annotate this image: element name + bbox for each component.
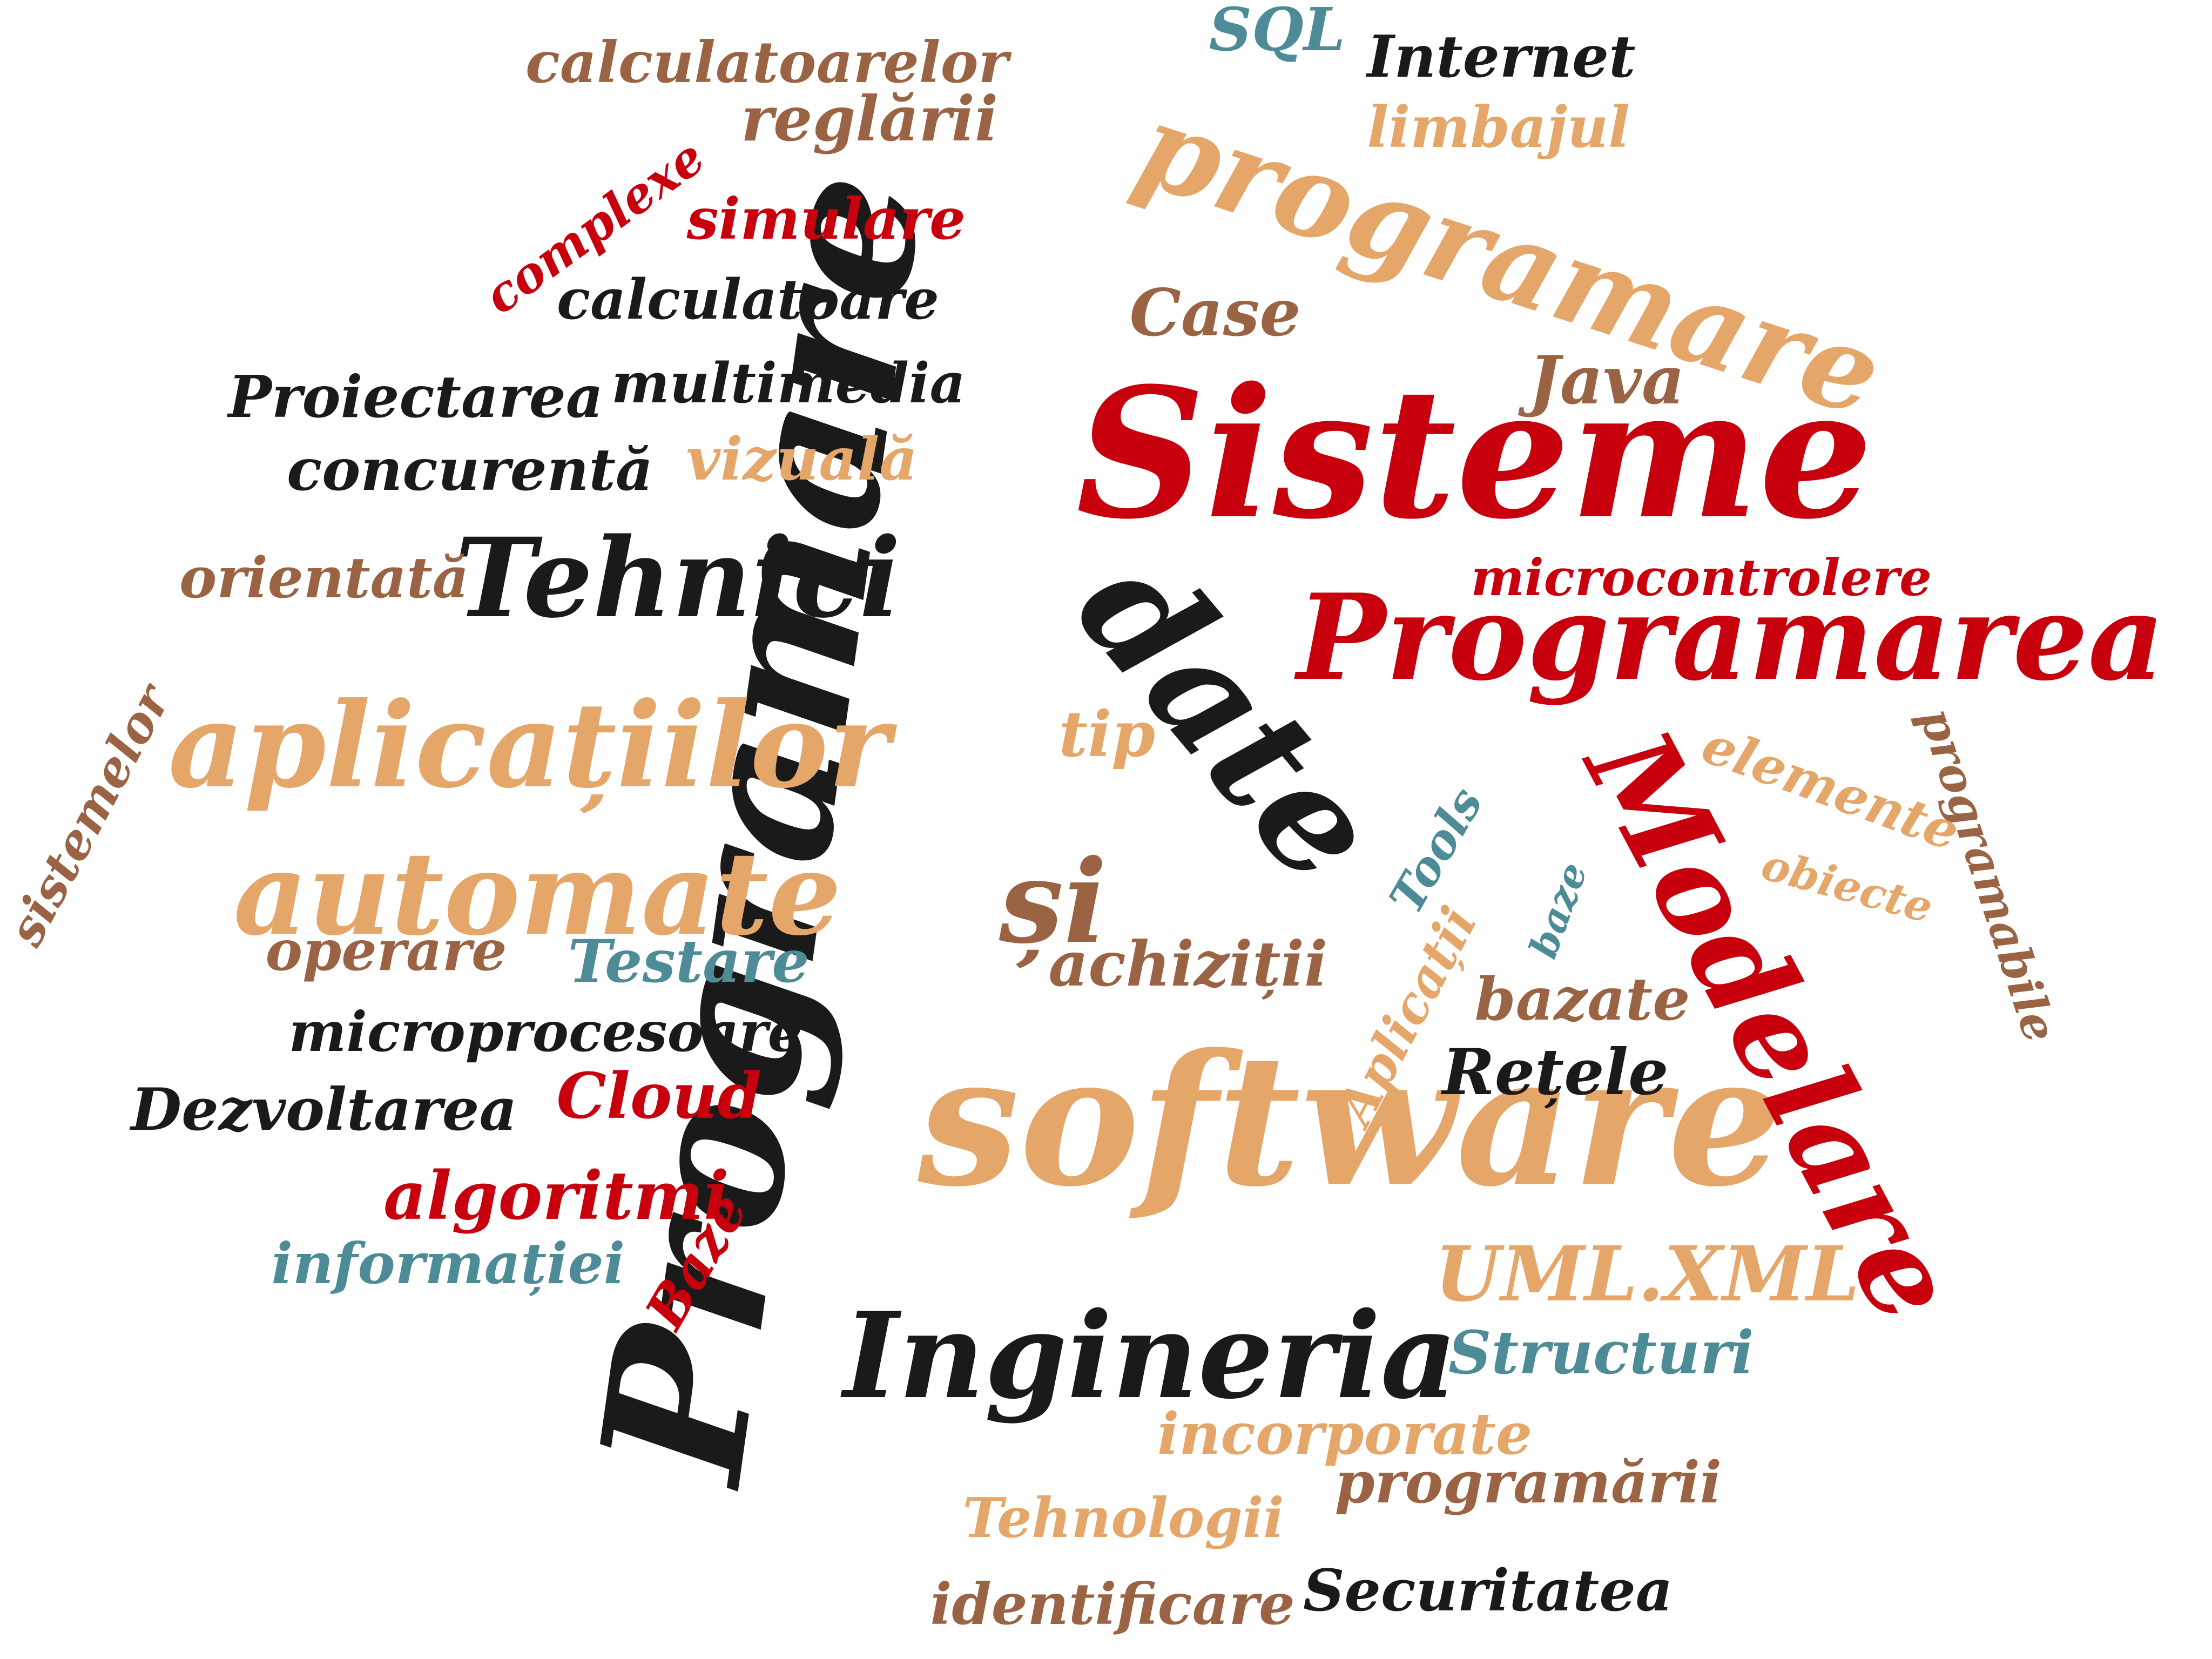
word-operare: operare — [265, 918, 507, 983]
word-concurenta: concurentă — [287, 436, 653, 504]
word-automate: automate — [233, 826, 841, 961]
word-proiectarea: Proiectarea — [228, 363, 604, 431]
word-multimedia: multimedia — [611, 351, 966, 416]
word-vizuala: vizuală — [686, 424, 918, 494]
word-testare: Testare — [568, 926, 810, 996]
word-achizitii: achiziții — [1048, 928, 1328, 1000]
word-tip: tip — [1058, 698, 1156, 771]
word-aplicatiilor: aplicațiilor — [168, 676, 891, 814]
word-uml-xml: UML.XML — [1435, 1230, 1860, 1319]
word-securitatea: Securitatea — [1303, 1556, 1673, 1624]
word-case: Case — [1129, 275, 1301, 351]
word-incorporate: incorporate — [1157, 1400, 1533, 1467]
word-software: software — [918, 1014, 1783, 1226]
word-microcontrolere: microcontrolere — [1471, 548, 1932, 608]
word-orientata: orientată — [179, 544, 469, 611]
word-ingineria: Ingineria — [843, 1285, 1458, 1425]
word-tehnologii: Tehnologii — [962, 1485, 1284, 1550]
word-sistemelor: sistemelor — [0, 676, 181, 955]
word-calculatoarelor: calculatoarelor — [525, 28, 1008, 96]
word-informatiei: informației — [271, 1230, 625, 1297]
word-retele: Rețele — [1442, 1034, 1669, 1109]
word-calculatoare: calculatoare — [557, 267, 939, 332]
word-si: și — [999, 834, 1107, 969]
word-simulare: simulare — [686, 185, 966, 252]
word-programarii: programării — [1334, 1448, 1722, 1516]
word-programarea: Programarea — [1297, 567, 2165, 707]
word-structuri: Structuri — [1448, 1318, 1754, 1387]
word-algoritmi: algoritmi — [383, 1157, 729, 1235]
word-microprocesoare: microprocesoare — [288, 999, 802, 1064]
word-cloud: Cloud — [556, 1060, 761, 1133]
word-limbajul: limbajul — [1367, 93, 1630, 160]
word-sisteme: Sisteme — [1076, 348, 1873, 559]
word-reglarii: reglării — [741, 83, 999, 155]
word-baze-lower: baze — [1520, 856, 1596, 964]
word-identificare: identificare — [930, 1570, 1295, 1637]
word-bazate: bazate — [1474, 964, 1690, 1034]
word-dezvoltarea: Dezvoltarea — [131, 1076, 517, 1144]
word-sql: SQL — [1209, 0, 1346, 64]
word-java: Java — [1528, 341, 1685, 420]
word-internet: Internet — [1367, 23, 1636, 91]
word-programabile: programabile — [1908, 701, 2067, 1049]
word-tehnici: Tehnici — [455, 514, 901, 642]
